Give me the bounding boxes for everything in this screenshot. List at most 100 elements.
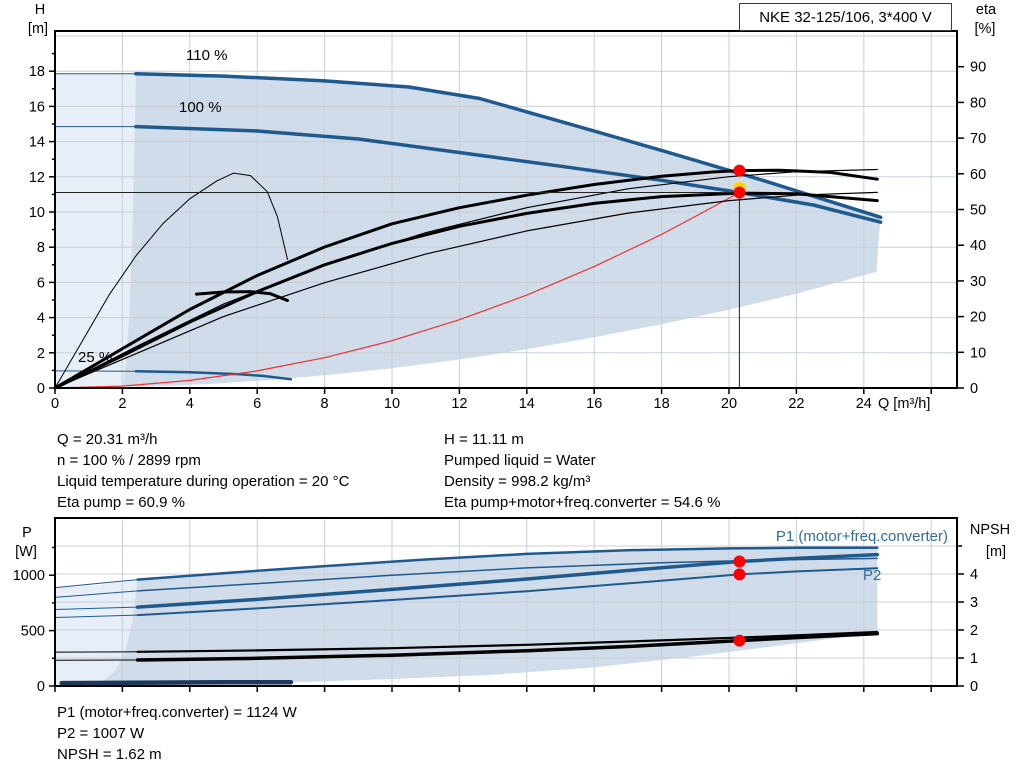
eta-tick-label: 70	[970, 131, 986, 147]
eta-tick-label: 10	[970, 345, 986, 361]
npsh-110-curve	[136, 630, 879, 653]
eta-pump-100-curve	[53, 168, 879, 390]
eta-tick-label: 40	[970, 238, 986, 254]
eta-tick-label: 50	[970, 203, 986, 219]
eta-axis-unit: [%]	[975, 21, 996, 37]
x-tick-label: 12	[451, 396, 467, 412]
npsh-axis-label: NPSH	[970, 522, 1010, 538]
eta-axis-label: eta	[976, 2, 997, 18]
allowed-range-light-region	[55, 73, 136, 389]
p-tick-label: 0	[37, 679, 45, 695]
eta-tick-label: 60	[970, 167, 986, 183]
h-tick-label: 0	[37, 381, 45, 397]
info-line-npsh: NPSH = 1.62 m	[57, 746, 162, 763]
pump-type-title-box: NKE 32-125/106, 3*400 V	[739, 3, 952, 31]
info-line-eta-pump: Eta pump = 60.9 %	[57, 494, 185, 511]
x-tick-label: 2	[118, 396, 126, 412]
eta-tick-label: 0	[970, 381, 978, 397]
axis-corner-labels: H [m] eta [%] P [W] NPSH [m]	[15, 2, 1010, 560]
npsh-tick-label: 0	[970, 679, 978, 695]
npsh-tick-label: 2	[970, 623, 978, 639]
qh-eta-chart: 0 2 4 6 8 10 12 14 16 18 20 22 24 Q [m³/h]02468101214…	[29, 30, 986, 412]
p-axis-label: P	[22, 525, 32, 541]
eta-tick-label: 20	[970, 310, 986, 326]
duty-point-npsh	[733, 634, 746, 647]
x-tick-label: 10	[384, 396, 400, 412]
p2-100-extension-curve	[54, 614, 139, 618]
x-tick-label: 22	[788, 396, 804, 412]
h-tick-label: 4	[37, 311, 45, 327]
label-p1: P1 (motor+freq.converter)	[776, 528, 948, 545]
h-tick-label: 10	[29, 205, 45, 221]
duty-info-left: Q = 20.31 m³/h n = 100 % / 2899 rpm Liqu…	[57, 429, 349, 513]
p-25-curve	[59, 679, 294, 686]
label-25: 25 %	[78, 349, 112, 366]
info-line-p2: P2 = 1007 W	[57, 725, 145, 742]
h-tick-label: 6	[37, 275, 45, 291]
duty-point-p1	[733, 555, 746, 568]
power-envelope-dark-region	[87, 547, 878, 686]
duty-info-right: H = 11.11 m Pumped liquid = Water Densit…	[444, 429, 720, 513]
operating-envelope-dark-region	[123, 73, 881, 387]
info-line-speed: n = 100 % / 2899 rpm	[57, 452, 201, 469]
x-tick-label: 8	[321, 396, 329, 412]
info-line-flow: Q = 20.31 m³/h	[57, 431, 158, 448]
p1-100-curve	[135, 552, 880, 609]
affinity-parabola-curve	[54, 191, 741, 389]
duty-point-eta	[733, 164, 746, 177]
p-tick-label: 500	[21, 624, 45, 640]
h-tick-label: 16	[29, 99, 45, 115]
x-tick-label: 16	[586, 396, 602, 412]
power-info-block: P1 (motor+freq.converter) = 1124 W P2 = …	[57, 702, 297, 765]
npsh-tick-label: 4	[970, 567, 978, 583]
p1-110-extension-curve	[54, 579, 139, 589]
npsh-100-curve	[135, 631, 880, 662]
x-tick-label: 20	[721, 396, 737, 412]
pump-type-title: NKE 32-125/106, 3*400 V	[759, 8, 932, 26]
info-line-eta-total: Eta pump+motor+freq.converter = 54.6 %	[444, 494, 721, 511]
h-axis-unit: [m]	[28, 21, 48, 37]
duty-point-p2	[733, 568, 746, 581]
npsh-tick-label: 1	[970, 651, 978, 667]
eta-tick-label: 80	[970, 95, 986, 111]
duty-point-head	[733, 186, 746, 199]
h-tick-label: 18	[29, 64, 45, 80]
info-line-p1: P1 (motor+freq.converter) = 1124 W	[57, 704, 297, 721]
info-line-pumped-liquid: Pumped liquid = Water	[444, 452, 596, 469]
x-axis-unit-label: Q [m³/h]	[878, 396, 930, 412]
eta-total-110-curve	[54, 191, 878, 389]
h-tick-label: 8	[37, 240, 45, 256]
eta-total-25-curve	[195, 290, 289, 302]
qh-100-curve	[134, 124, 883, 224]
label-110: 110 %	[186, 47, 227, 64]
qh-25-curve	[134, 370, 293, 381]
npsh-axis-unit: [m]	[986, 544, 1006, 560]
p-tick-label: 1000	[13, 568, 45, 584]
x-tick-label: 0	[51, 396, 59, 412]
label-100: 100 %	[179, 99, 222, 116]
info-line-density: Density = 998.2 kg/m³	[444, 473, 591, 490]
x-tick-label: 18	[654, 396, 670, 412]
info-line-head: H = 11.11 m	[444, 431, 524, 448]
h-axis-label: H	[35, 2, 45, 18]
x-tick-label: 6	[253, 396, 261, 412]
eta-tick-label: 90	[970, 60, 986, 76]
p-axis-unit: [W]	[15, 544, 37, 560]
h-tick-label: 12	[29, 170, 45, 186]
p1-110-curve	[136, 546, 879, 581]
info-line-liquid-temperature: Liquid temperature during operation = 20…	[57, 473, 350, 490]
h-tick-label: 2	[37, 346, 45, 362]
qh-eta-chart-ticks	[49, 52, 964, 394]
p1-100-extension-curve	[54, 606, 139, 610]
p2-100-curve	[136, 567, 879, 617]
eta-pump-25-curve	[54, 172, 288, 389]
label-p2: P2	[863, 567, 881, 584]
eta-tick-label: 30	[970, 274, 986, 290]
npsh-tick-label: 3	[970, 595, 978, 611]
power-range-light-region	[55, 579, 138, 686]
x-tick-label: 14	[519, 396, 535, 412]
x-tick-label: 24	[856, 396, 872, 412]
power-npsh-chart: 0 500 1000 0 1 2 3 4 P1 (motor+freq.converter) P2	[13, 517, 978, 695]
